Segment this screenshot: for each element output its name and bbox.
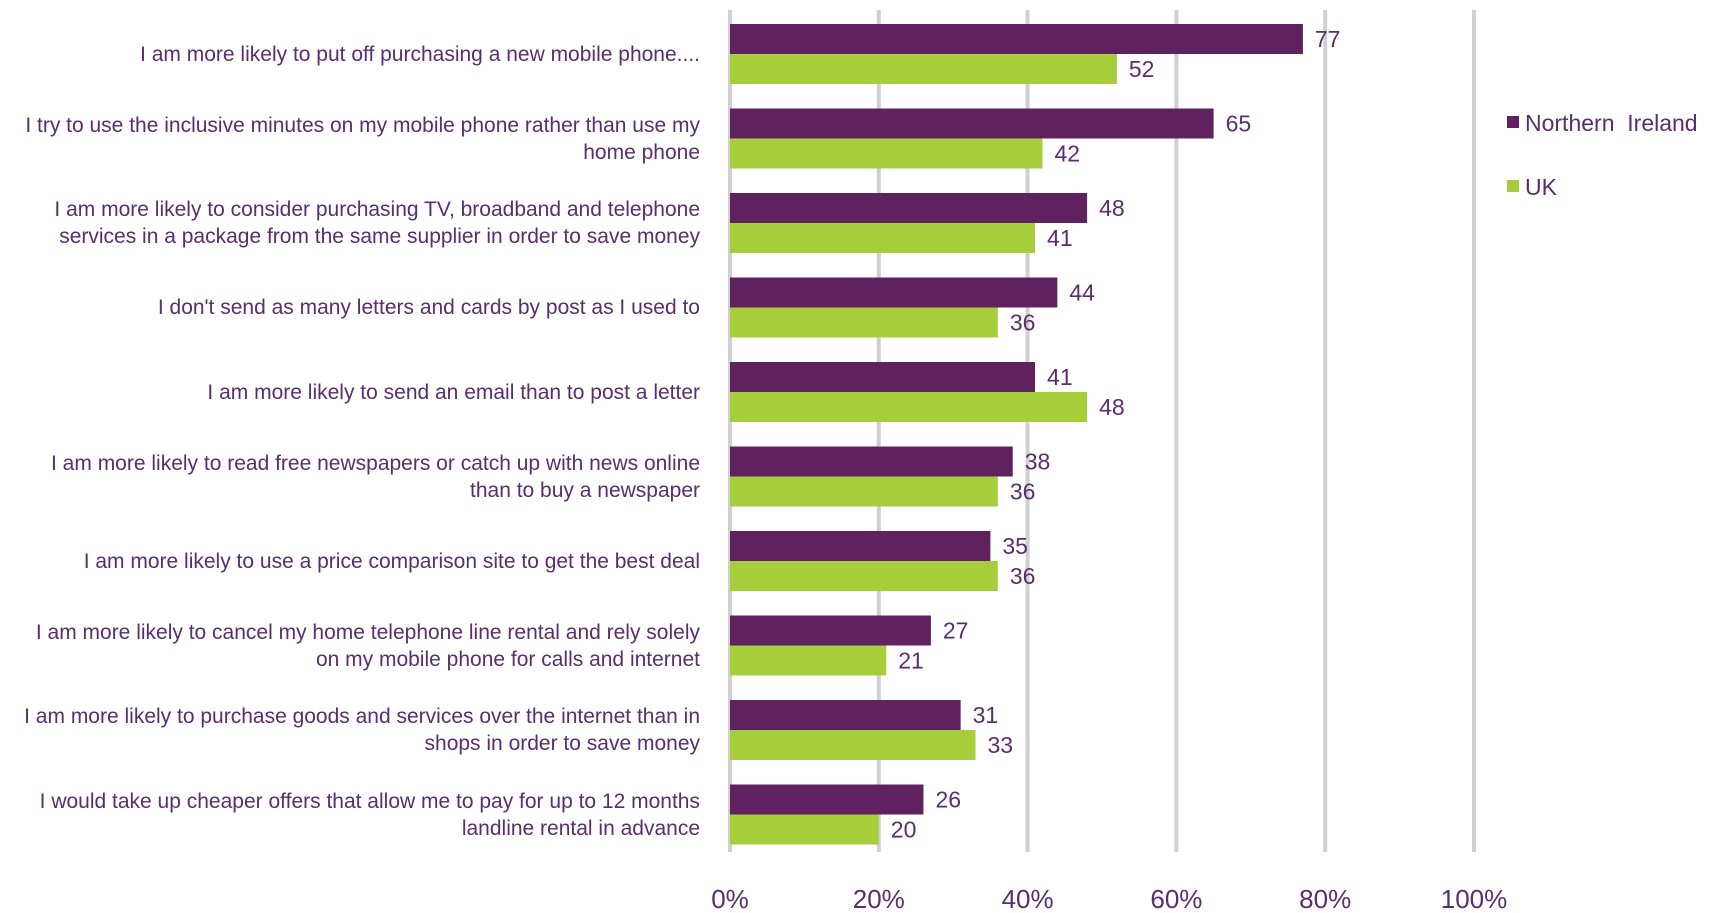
- legend-swatch: [1507, 180, 1519, 192]
- data-label-uk: 20: [891, 817, 917, 843]
- data-label-northern-ireland: 35: [1002, 533, 1028, 559]
- category-label: I try to use the inclusive minutes on my…: [25, 113, 700, 164]
- x-tick-label: 80%: [1299, 884, 1351, 913]
- data-label-uk: 41: [1047, 225, 1073, 251]
- bar-uk: [730, 138, 1043, 169]
- category-label: I am more likely to cancel my home telep…: [35, 620, 700, 671]
- legend-label: Northern Ireland: [1525, 110, 1698, 136]
- category-label: I am more likely to send an email than t…: [207, 380, 700, 404]
- legend-swatch: [1507, 116, 1519, 128]
- bar-northern-ireland: [730, 193, 1088, 223]
- x-tick-label: 60%: [1150, 884, 1202, 913]
- bar-northern-ireland: [730, 446, 1013, 477]
- bar-uk: [730, 645, 887, 676]
- bar-northern-ireland: [730, 615, 931, 646]
- x-tick-label: 100%: [1441, 884, 1508, 913]
- x-tick-label: 20%: [853, 884, 905, 913]
- category-label: I am more likely to use a price comparis…: [83, 549, 700, 573]
- bar-uk: [730, 392, 1088, 422]
- x-tick-label: 40%: [1002, 884, 1054, 913]
- category-label: I am more likely to put off purchasing a…: [140, 42, 700, 66]
- data-label-northern-ireland: 77: [1315, 26, 1341, 52]
- bar-uk: [730, 476, 998, 507]
- data-label-northern-ireland: 38: [1025, 449, 1051, 475]
- data-label-northern-ireland: 31: [973, 702, 999, 728]
- data-label-northern-ireland: 65: [1226, 111, 1252, 137]
- bar-northern-ireland: [730, 362, 1036, 392]
- x-tick-label: 0%: [711, 884, 749, 913]
- bar-northern-ireland: [730, 108, 1214, 139]
- category-label: I would take up cheaper offers that allo…: [39, 789, 700, 840]
- bar-northern-ireland: [730, 700, 961, 730]
- category-label: I don't send as many letters and cards b…: [157, 296, 700, 319]
- bar-uk: [730, 223, 1036, 253]
- data-label-uk: 42: [1054, 141, 1080, 167]
- category-label: I am more likely to purchase goods and s…: [24, 705, 700, 755]
- bar-uk: [730, 730, 976, 760]
- data-label-northern-ireland: 27: [943, 618, 969, 644]
- bar-uk: [730, 307, 998, 338]
- data-label-uk: 33: [988, 732, 1014, 758]
- bar-uk: [730, 54, 1117, 84]
- bar-uk: [730, 561, 998, 591]
- bar-uk: [730, 814, 879, 845]
- bar-northern-ireland: [730, 531, 991, 561]
- bar-northern-ireland: [730, 784, 924, 815]
- bar-northern-ireland: [730, 24, 1303, 54]
- data-label-uk: 36: [1010, 479, 1036, 505]
- data-label-northern-ireland: 41: [1047, 364, 1073, 390]
- data-label-northern-ireland: 48: [1099, 195, 1125, 221]
- data-label-uk: 21: [898, 648, 924, 674]
- data-label-northern-ireland: 44: [1069, 280, 1095, 306]
- data-label-uk: 52: [1129, 56, 1155, 82]
- bar-northern-ireland: [730, 277, 1058, 308]
- category-label: I am more likely to consider purchasing …: [54, 198, 700, 248]
- legend-label: UK: [1525, 174, 1557, 200]
- data-label-uk: 36: [1010, 563, 1036, 589]
- data-label-uk: 48: [1099, 394, 1125, 420]
- data-label-uk: 36: [1010, 310, 1036, 336]
- data-label-northern-ireland: 26: [935, 787, 961, 813]
- category-label: I am more likely to read free newspapers…: [51, 451, 700, 502]
